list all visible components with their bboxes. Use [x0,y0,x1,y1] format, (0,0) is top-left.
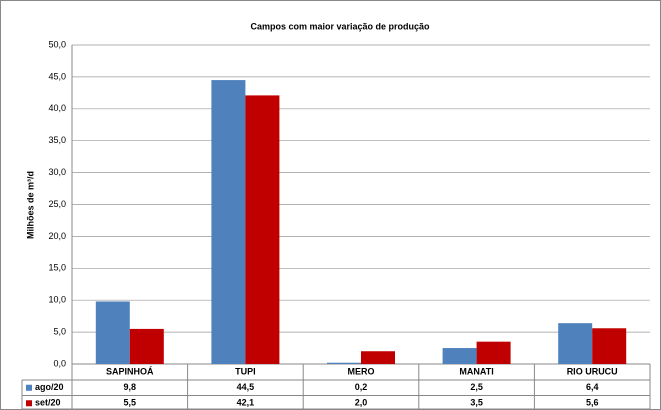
table-value: 3,5 [470,398,483,408]
bar [592,328,627,364]
table-value: 44,5 [237,382,255,392]
x-tick-label: TUPI [235,366,256,376]
table-value: 9,8 [124,382,137,392]
bar [95,301,130,364]
legend-swatch [26,384,32,391]
table-value: 42,1 [237,398,255,408]
bar [442,348,477,364]
table-value: 2,0 [355,398,368,408]
chart-title: Campos com maior variação de produção [250,21,430,31]
y-tick-label: 0,0 [53,358,66,368]
y-tick-label: 40,0 [48,103,66,113]
bar [361,351,395,364]
bar [558,323,593,364]
x-tick-label: MANATI [459,366,493,376]
y-tick-label: 35,0 [48,135,66,145]
x-tick-label: MERO [348,366,375,376]
y-tick-label: 10,0 [48,295,66,305]
table-value: 5,6 [586,398,599,408]
y-tick-label: 20,0 [48,231,66,241]
legend-swatch [26,400,32,407]
y-axis-title: Milhões de m³/d [25,171,35,239]
bar [211,80,246,364]
x-tick-label: RIO URUCU [567,366,618,376]
x-tick-label: SAPINHOÁ [106,366,154,376]
y-tick-label: 30,0 [48,167,66,177]
y-tick-label: 15,0 [48,263,66,273]
y-tick-label: 5,0 [53,326,66,336]
y-tick-label: 45,0 [48,71,66,81]
table-value: 2,5 [470,382,483,392]
table-value: 5,5 [124,398,137,408]
legend-label: set/20 [35,398,61,408]
bar [327,362,361,364]
table-value: 0,2 [355,382,368,392]
bar [129,328,164,364]
y-tick-label: 25,0 [48,199,66,209]
table-value: 6,4 [586,382,599,392]
y-tick-label: 50,0 [48,39,66,49]
bar [245,95,280,364]
bar [476,341,511,364]
legend-label: ago/20 [35,382,64,392]
